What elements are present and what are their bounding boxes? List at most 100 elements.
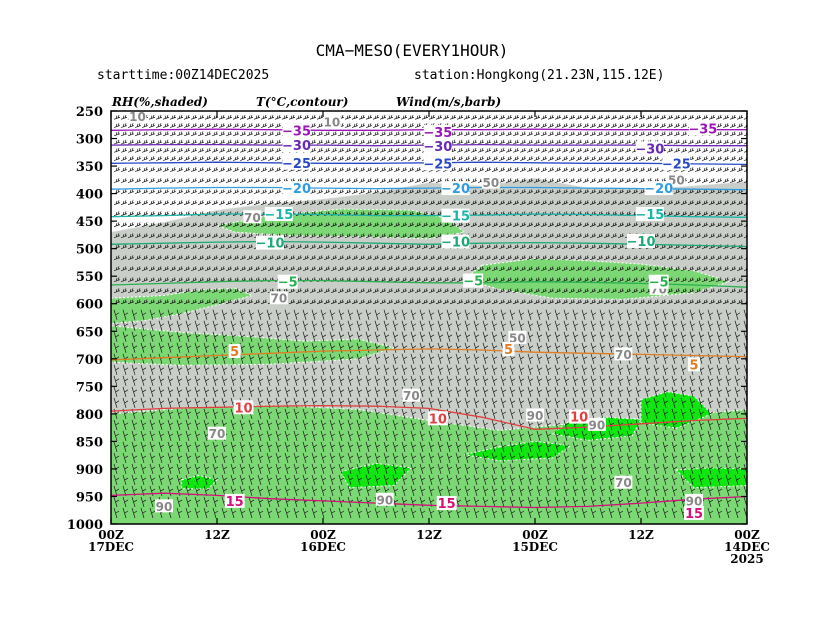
y-tick-label: 950 <box>76 490 103 505</box>
temperature-contour-label: −25 <box>282 157 311 172</box>
wind-barb-row-940 <box>113 485 747 497</box>
x-tick-label: 14DEC <box>724 540 770 554</box>
contour-label-bg-12 <box>264 206 293 221</box>
rh-label: 50 <box>482 176 499 190</box>
wind-barb-row-720 <box>113 364 747 375</box>
contour-label-bg-27 <box>224 493 245 508</box>
temperature-contour-5 <box>111 348 747 361</box>
temperature-contour-10 <box>111 404 747 430</box>
contour-label-bg-24 <box>233 400 254 415</box>
rh-region-bright-6 <box>464 440 572 462</box>
temperature-contour-label: −20 <box>441 182 470 197</box>
rh-label-bg-10 <box>614 347 633 361</box>
y-tick-label: 350 <box>76 160 103 175</box>
y-tick-label: 250 <box>76 105 103 120</box>
rh-label-bg-7 <box>402 388 421 402</box>
rh-label-bg-4 <box>243 210 262 224</box>
temperature-contour-label: −10 <box>256 237 285 252</box>
chart-subtitle-station: station:Hongkong(21.23N,115.12E) <box>414 68 664 83</box>
rh-label-bg-15 <box>614 475 633 489</box>
temperature-contour-label: −30 <box>282 139 311 154</box>
wind-barb-row-325 <box>113 147 747 153</box>
x-tick-label: 16DEC <box>300 540 346 554</box>
rh-label-bg-0 <box>128 109 147 123</box>
rh-label: 70 <box>615 348 632 362</box>
rh-label-bg-11 <box>526 408 544 422</box>
y-tick-label: 300 <box>76 133 103 148</box>
rh-region-green-5 <box>111 325 396 366</box>
temperature-contour-label: 5 <box>689 358 698 373</box>
rh-label: 70 <box>403 389 420 403</box>
rh-label-bg-2 <box>481 175 500 189</box>
contour-label-bg-0 <box>282 123 311 138</box>
rh-label: 90 <box>527 409 544 423</box>
temperature-contour-label: 5 <box>504 343 513 358</box>
contour-label-bg-5 <box>635 141 664 156</box>
wind-barb-row-460 <box>113 222 747 227</box>
temperature-contour-label: −30 <box>423 140 452 155</box>
temperature-contour-label: −5 <box>649 276 669 291</box>
rh-label: 70 <box>209 427 226 441</box>
contour-label-bg-16 <box>441 234 470 249</box>
temperature-contour-label: 10 <box>429 412 447 427</box>
y-tick-label: 500 <box>76 243 103 258</box>
temperature-contour-label: −25 <box>662 157 691 172</box>
chart-subtitle-start-time: starttime:00Z14DEC2025 <box>97 68 269 83</box>
x-tick-label: 00Z <box>734 528 760 542</box>
y-tick-label: 1000 <box>67 518 103 533</box>
wind-barb-row-295 <box>113 131 747 137</box>
temperature-contour-label: −20 <box>282 182 311 197</box>
y-axis: 2503003504004505005506006507007508008509… <box>67 105 747 533</box>
contour-label-bg-19 <box>463 273 484 288</box>
wind-barb-row-580 <box>113 288 747 294</box>
y-tick-label: 550 <box>76 270 103 285</box>
contour-label-bg-11 <box>644 181 673 196</box>
temperature-contour-label: 10 <box>234 401 252 416</box>
temperature-contour-label: 15 <box>226 495 244 510</box>
contour-label-bg-20 <box>648 274 669 289</box>
contour-label-bg-13 <box>441 208 470 223</box>
rh-region-bright-11 <box>675 467 747 489</box>
wind-barb-row-310 <box>113 139 747 145</box>
temperature-contour-label: 10 <box>570 411 588 426</box>
temperature-contour-label: −20 <box>644 182 673 197</box>
y-tick-label: 450 <box>76 215 103 230</box>
contour-label-bg-8 <box>662 156 691 171</box>
contour-label-bg-9 <box>282 181 311 196</box>
rh-label-bg-9 <box>508 330 527 344</box>
temperature-contour-label: −5 <box>278 276 298 291</box>
y-tick-label: 900 <box>76 463 103 478</box>
temperature-contour-label: −15 <box>264 208 293 223</box>
y-tick-label: 850 <box>76 435 103 450</box>
rh-label-bg-16 <box>685 493 703 507</box>
legend-temperature: T(°C,contour) <box>256 95 348 109</box>
rh-label: 70 <box>615 476 632 490</box>
wind-barb-row-660 <box>113 331 747 342</box>
contour-label-bg-1 <box>423 124 452 139</box>
rh-label: 90 <box>686 494 703 508</box>
wind-barb-row-680 <box>113 342 747 353</box>
contour-label-bg-10 <box>441 181 470 196</box>
temperature-contour-label: 15 <box>438 497 456 512</box>
y-tick-label: 400 <box>76 188 103 203</box>
rh-label: 90 <box>588 418 605 432</box>
contour-label-bg-3 <box>282 138 311 153</box>
x-tick-label: 00Z <box>522 528 548 542</box>
wind-barb-row-920 <box>113 474 747 486</box>
wind-barb-row-740 <box>113 375 747 386</box>
rh-label-bg-14 <box>155 499 173 513</box>
temperature-contour-label: −10 <box>627 235 656 250</box>
contour-label-bg-4 <box>423 139 452 154</box>
x-tick-label: 12Z <box>416 528 442 542</box>
rh-label: 90 <box>376 493 393 507</box>
contour-label-bg-18 <box>277 274 298 289</box>
temperature-contour-label: 15 <box>685 507 703 522</box>
temperature-contour-label: 5 <box>230 345 239 360</box>
temperature-contour-label: −35 <box>423 126 452 141</box>
wind-barb-row-880 <box>113 452 747 464</box>
rh-label: 70 <box>244 211 261 225</box>
contour-label-bg-7 <box>423 156 452 171</box>
x-tick-label: 2025 <box>730 552 763 566</box>
